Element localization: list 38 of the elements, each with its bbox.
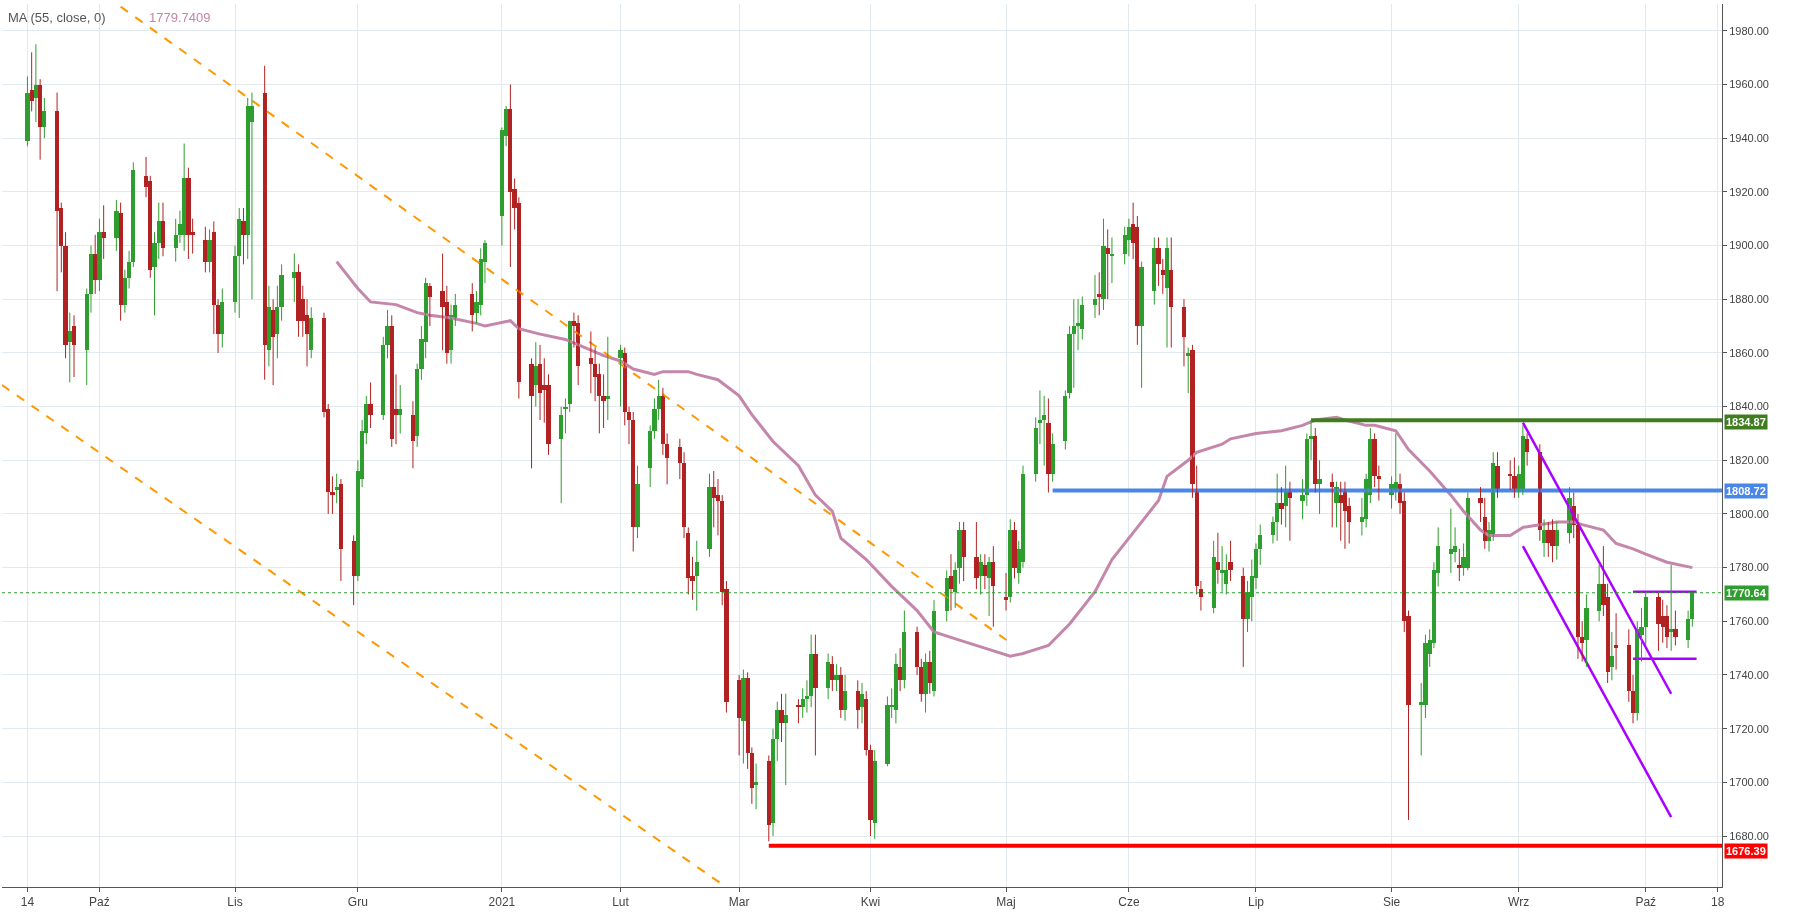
y-tick-label: 1760.00 xyxy=(1729,615,1769,628)
x-tick-label: Kwi xyxy=(860,895,881,910)
x-tick-label: 14 xyxy=(20,895,35,910)
annotation: 1779.7409 xyxy=(149,10,211,25)
y-tick-label: 1920.00 xyxy=(1729,185,1769,198)
y-tick-label: 1740.00 xyxy=(1729,668,1769,681)
y-tick-label: 1980.00 xyxy=(1729,24,1769,37)
x-tick-label: Wrz xyxy=(1508,895,1530,910)
x-tick-label: Lip xyxy=(1247,895,1265,910)
x-tick-label: Lis xyxy=(227,895,243,910)
x-tick-label: 2021 xyxy=(488,895,516,910)
line-series xyxy=(335,260,1694,658)
series-label: 1808.72 xyxy=(1726,485,1766,497)
y-tick-label: 1680.00 xyxy=(1729,829,1769,842)
y-tick-label: 1840.00 xyxy=(1729,400,1769,413)
series-label: 1676.39 xyxy=(1726,845,1766,857)
y-tick-label: 1700.00 xyxy=(1729,776,1769,789)
x-tick-label: Paź xyxy=(1635,895,1657,910)
y-tick-label: 1720.00 xyxy=(1729,722,1769,735)
y-tick-label: 1800.00 xyxy=(1729,507,1769,520)
x-tick-label: Lut xyxy=(612,895,630,910)
annotation: MA (55, close, 0) xyxy=(8,10,106,25)
x-tick-label: Sie xyxy=(1382,895,1401,910)
y-tick-label: 1880.00 xyxy=(1729,293,1769,306)
x-tick-label: 18 xyxy=(1711,895,1725,910)
x-tick-label: Mar xyxy=(728,895,750,910)
y-tick-label: 1820.00 xyxy=(1729,454,1769,467)
y-tick-label: 1860.00 xyxy=(1729,346,1769,359)
x-tick-label: Cze xyxy=(1118,895,1140,910)
x-tick-label: Maj xyxy=(996,895,1016,910)
y-tick-label: 1960.00 xyxy=(1729,78,1769,91)
y-tick-label: 1780.00 xyxy=(1729,561,1769,574)
x-tick-label: Gru xyxy=(347,895,368,910)
y-tick-label: 1900.00 xyxy=(1729,239,1769,252)
ref-line-label: 1770.64 xyxy=(1726,587,1767,599)
x-tick-label: Paź xyxy=(89,895,110,910)
y-tick-label: 1940.00 xyxy=(1729,132,1769,145)
series-label: 1834.87 xyxy=(1726,416,1766,428)
